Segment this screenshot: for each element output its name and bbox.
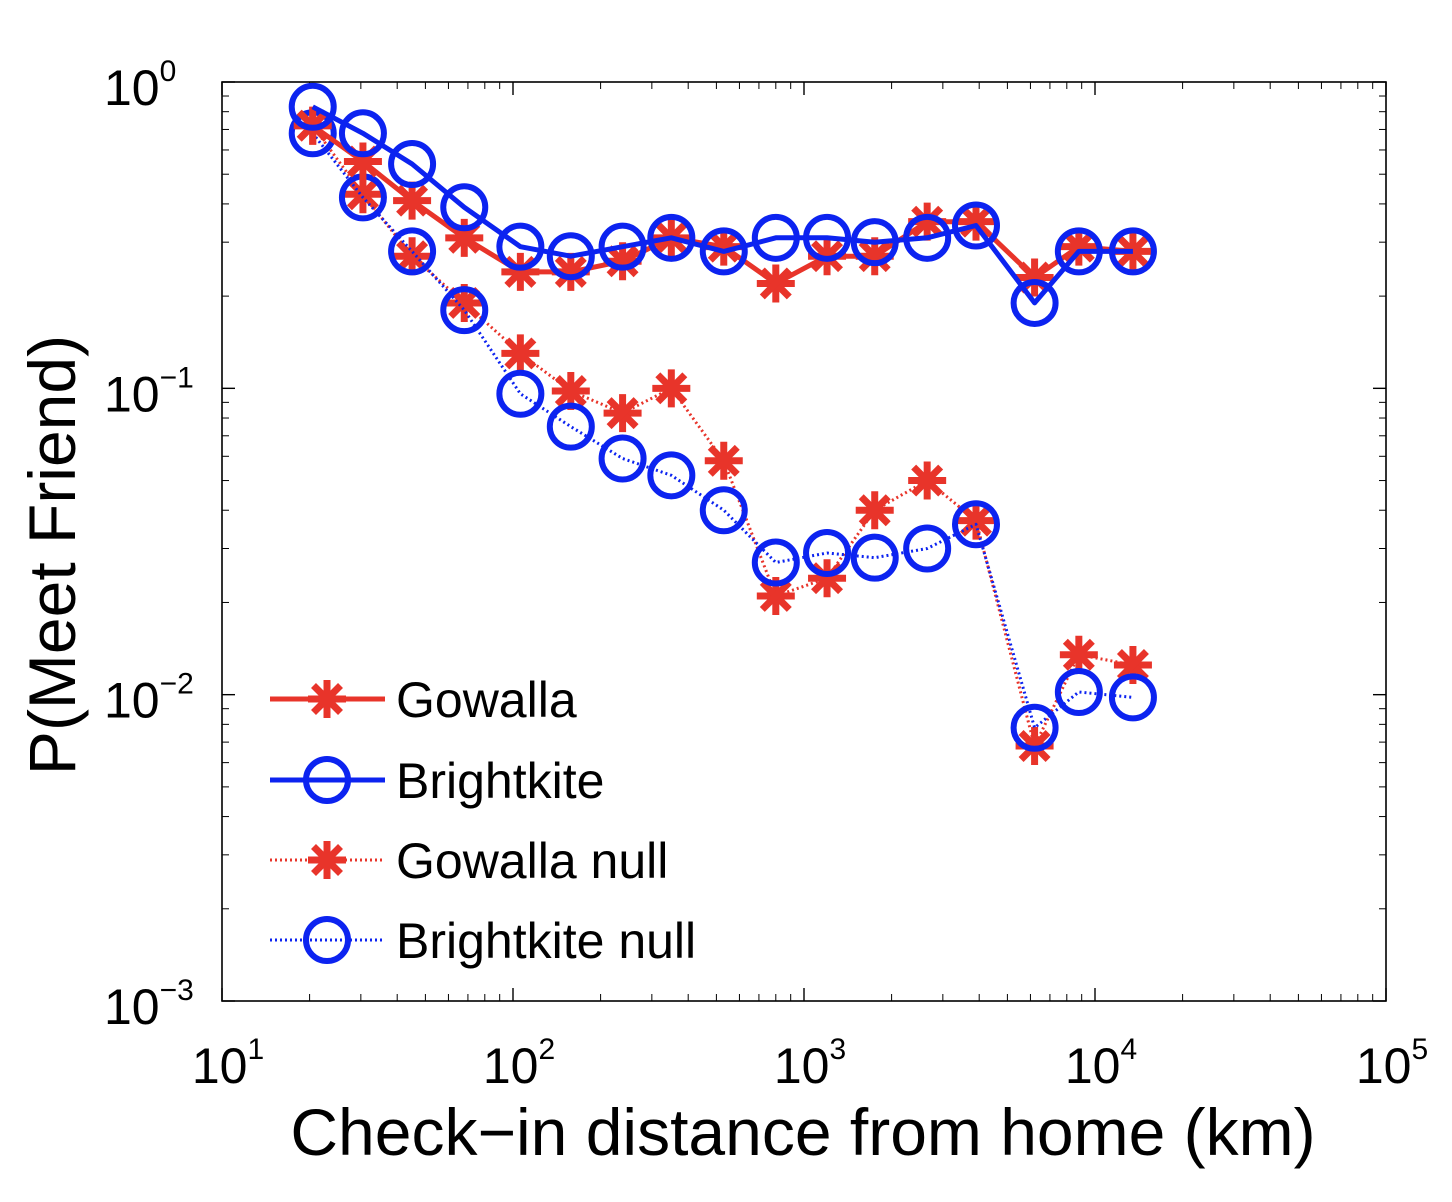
series-line-brightkite-null [311,132,1134,730]
data-point-brightkite-null [1054,668,1103,717]
series-layer [288,82,1157,765]
data-point-gowalla [1113,232,1152,271]
data-point-brightkite-null [699,486,748,535]
series-gowalla-null [293,106,1152,765]
data-point-brightkite-null [803,529,852,578]
data-point-gowalla-null [704,441,743,480]
data-point-brightkite [338,109,387,158]
data-point-gowalla-null [393,237,432,276]
series-brightkite-null [288,109,1157,752]
legend-label-gowalla: Gowalla [396,672,577,728]
legend-item-gowalla: Gowalla [270,672,577,728]
x-tick-label: 104 [1065,1033,1137,1094]
data-point-gowalla-null [603,394,642,433]
legend-marker-brightkite [303,756,351,804]
data-point-brightkite-null [496,369,545,418]
data-point-brightkite [288,82,337,131]
data-point-brightkite [903,213,952,262]
data-point-brightkite-null [1108,673,1157,722]
data-point-brightkite [647,213,696,262]
data-point-brightkite [1108,227,1157,276]
x-tick-label: 101 [192,1033,264,1094]
data-point-gowalla-null [855,491,894,530]
y-tick-label: 10−1 [104,361,194,422]
y-tick-label: 10−3 [104,974,194,1035]
data-point-gowalla [956,202,995,241]
data-point-brightkite-null [850,533,899,582]
data-point-brightkite [1010,278,1059,327]
legend: Gowalla Brightkite Gowalla null Brightkite … [270,672,696,969]
data-point-brightkite [803,213,852,262]
data-point-brightkite-null [598,434,647,483]
data-point-brightkite-null [751,538,800,587]
data-point-brightkite [388,139,437,188]
data-point-brightkite [496,222,545,271]
data-point-gowalla-null [808,559,847,598]
data-point-brightkite [850,218,899,267]
x-tick-labels: 101 102 103 104 105 [192,1033,1428,1094]
legend-label-brightkite: Brightkite [396,753,604,809]
data-point-brightkite [546,232,595,281]
x-tick-label: 103 [774,1033,846,1094]
data-point-brightkite-null [440,286,489,335]
data-point-brightkite-null [388,227,437,276]
data-point-brightkite-null [647,451,696,500]
minor-ticks [222,82,1386,1001]
data-point-gowalla [501,252,540,291]
data-point-brightkite [1054,227,1103,276]
data-point-gowalla-null [501,334,540,373]
y-axis-label: P(Meet Friend) [15,335,89,775]
legend-marker-gowalla [308,680,346,718]
data-point-brightkite-null [1010,703,1059,752]
legend-item-brightkite: Brightkite [270,753,604,809]
data-point-brightkite [598,222,647,271]
data-point-brightkite [440,183,489,232]
data-point-gowalla [393,181,432,220]
data-point-gowalla [756,264,795,303]
data-point-brightkite [751,213,800,262]
y-tick-label: 10−2 [104,668,194,729]
y-tick-labels: 100 10−1 10−2 10−3 [104,55,194,1035]
legend-label-gowalla-null: Gowalla null [396,833,668,889]
data-point-brightkite-null [951,500,1000,549]
data-point-brightkite [699,227,748,276]
x-tick-label: 105 [1356,1033,1428,1094]
data-point-gowalla-null [652,369,691,408]
legend-label-brightkite-null: Brightkite null [396,913,696,969]
data-point-gowalla-null [1059,635,1098,674]
x-tick-label: 102 [483,1033,555,1094]
data-point-gowalla-null [908,461,947,500]
series-line-gowalla-null [311,124,1134,748]
data-point-brightkite [951,201,1000,250]
series-brightkite [288,82,1157,327]
y-tick-label: 100 [104,55,176,116]
x-axis-label: Check−in distance from home (km) [290,1095,1315,1169]
legend-item-gowalla-null: Gowalla null [270,833,668,889]
data-point-gowalla [1059,227,1098,266]
data-point-brightkite-null [903,524,952,573]
axes-frame [221,81,1387,1002]
data-point-brightkite-null [546,402,595,451]
legend-marker-brightkite-null [303,916,351,964]
legend-item-brightkite-null: Brightkite null [270,913,696,969]
legend-marker-gowalla-null [308,841,346,879]
